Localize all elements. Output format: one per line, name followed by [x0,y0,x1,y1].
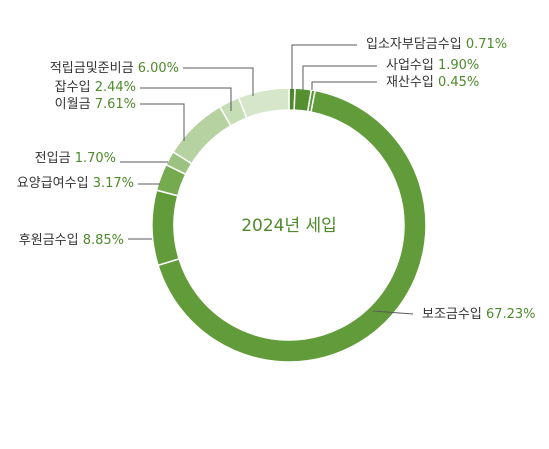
slice-label: 후원금수입 8.85% [19,233,124,248]
slice-label: 사업수입 1.90% [386,58,479,73]
leader-line [302,65,377,90]
leader-line [311,81,377,90]
slice-label-value: 0.71% [466,37,507,52]
donut-slice [172,105,232,165]
slice-label-name: 재산수입 [386,75,438,90]
slice-label: 적립금및준비금 6.00% [50,61,179,76]
leader-line [183,67,254,96]
slice-label-name: 보조금수입 [422,307,486,322]
donut-slice [157,89,427,363]
slice-label-value: 0.45% [438,75,479,90]
slice-label-name: 입소자부담금수입 [366,37,466,52]
slice-label-value: 1.70% [75,151,116,166]
leader-line [140,103,185,141]
slice-label-name: 사업수입 [386,58,438,73]
donut-slices [151,87,427,363]
slice-label-name: 적립금및준비금 [50,61,138,76]
leader-lines [120,44,414,315]
slice-label: 잡수입 2.44% [55,80,136,95]
leader-line [372,310,414,315]
leader-line [140,87,232,111]
slice-label-value: 67.23% [486,307,536,322]
slice-label-value: 7.61% [95,97,136,112]
slice-label: 이월금 7.61% [55,97,136,112]
slice-label: 전입금 1.70% [35,151,116,166]
slice-label: 보조금수입 67.23% [422,307,536,322]
slice-label-value: 6.00% [138,61,179,76]
slice-label-value: 2.44% [95,80,136,95]
slice-label-name: 전입금 [35,151,75,166]
slice-label-name: 이월금 [55,97,95,112]
slice-labels: 입소자부담금수입 0.71%사업수입 1.90%재산수입 0.45%보조금수입 … [17,37,536,322]
leader-line [291,44,357,92]
slice-label: 입소자부담금수입 0.71% [366,37,507,52]
slice-label: 요양급여수입 3.17% [17,176,134,191]
slice-label: 재산수입 0.45% [386,75,479,90]
chart-title: 2024년 세입 [241,216,337,236]
donut-slice [237,87,290,120]
slice-label-name: 후원금수입 [19,233,83,248]
donut-slice [151,189,181,267]
slice-label-value: 3.17% [93,176,134,191]
slice-label-value: 1.90% [438,58,479,73]
slice-label-value: 8.85% [83,233,124,248]
slice-label-name: 요양급여수입 [17,176,93,191]
slice-label-name: 잡수입 [55,80,95,95]
